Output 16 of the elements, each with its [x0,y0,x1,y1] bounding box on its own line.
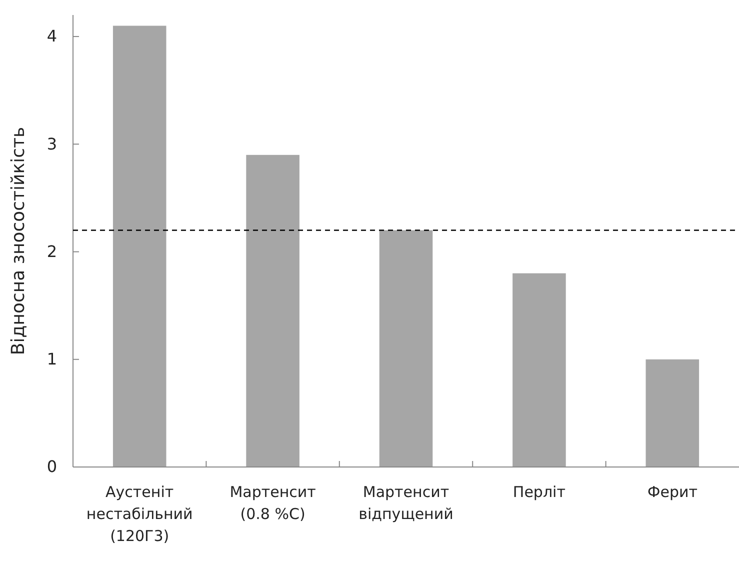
x-tick-label: Ферит [647,483,698,501]
bar [246,154,300,467]
x-tick-label: Перліт [512,483,566,501]
x-tick-label: Мартенсит відпущений [358,483,454,523]
y-tick-label: 3 [46,134,57,154]
bar [379,230,433,467]
y-tick-label: 1 [46,350,57,368]
y-tick-label: 0 [46,457,57,476]
y-tick-label: 2 [46,242,57,261]
bar [646,359,700,467]
bar [512,273,566,467]
y-tick-label: 4 [46,26,57,46]
x-tick-label: Мартенсит (0.8 %С) [230,483,316,523]
y-axis-title: Відносна зносостійкість [8,126,29,356]
x-tick-label: Аустеніт нестабільний (120Г3) [86,483,193,545]
bar [112,26,166,467]
